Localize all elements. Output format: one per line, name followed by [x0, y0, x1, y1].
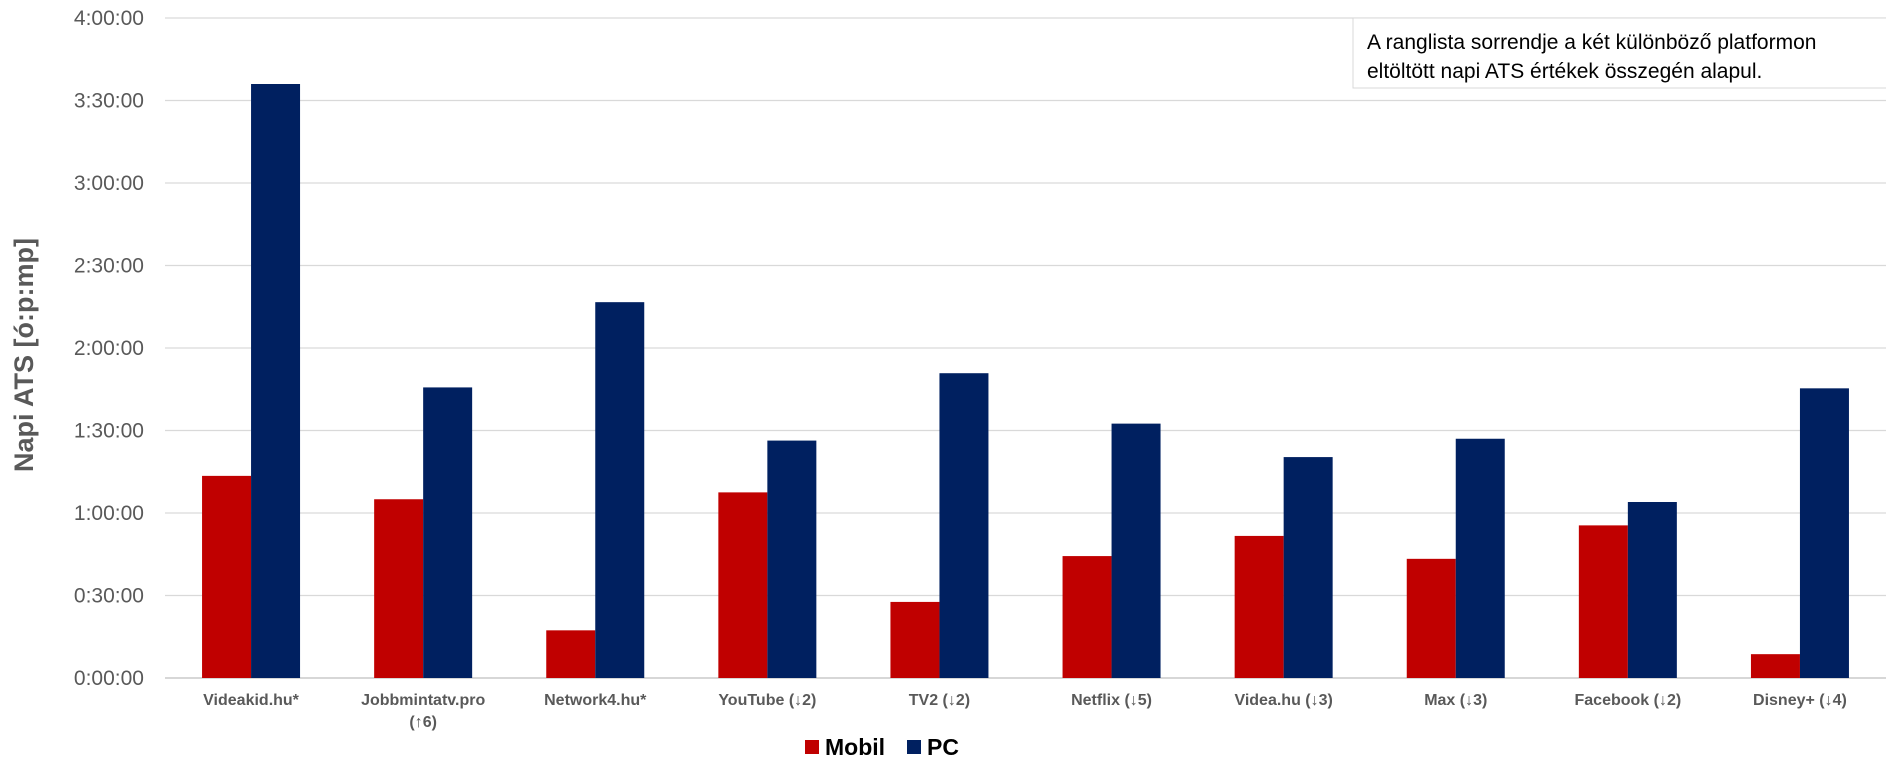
- annotation-line-1: A ranglista sorrendje a két különböző pl…: [1367, 31, 1816, 54]
- y-tick-label: 3:00:00: [74, 172, 144, 195]
- y-axis-ticks: 0:00:00 0:30:00 1:00:00 1:30:00 2:00:00 2:30:…: [74, 7, 144, 690]
- bar-mobil: [1750, 654, 1800, 678]
- y-tick-label: 4:00:00: [74, 7, 144, 30]
- legend-label-pc: PC: [927, 734, 959, 757]
- bar-pc: [595, 302, 645, 678]
- x-tick-label: Network4.hu*: [544, 692, 647, 709]
- bar-mobil: [890, 601, 940, 678]
- bar-mobil: [1578, 525, 1628, 678]
- bar-pc: [423, 387, 473, 678]
- bar-pc: [1799, 388, 1849, 678]
- y-tick-label: 1:00:00: [74, 502, 144, 525]
- bar-mobil: [546, 630, 596, 678]
- y-tick-label: 0:00:00: [74, 667, 144, 690]
- bar-mobil: [1406, 558, 1456, 678]
- annotation-line-2: eltöltött napi ATS értékek összegén alap…: [1367, 60, 1762, 83]
- x-tick-label: Netflix (↓5): [1071, 692, 1152, 709]
- y-tick-label: 2:30:00: [74, 255, 144, 278]
- annotation-frame: [1352, 17, 1886, 89]
- y-tick-label: 0:30:00: [74, 585, 144, 608]
- legend-swatch-pc: [907, 740, 921, 754]
- bar-mobil: [1234, 535, 1284, 678]
- bar-pc: [251, 84, 301, 678]
- y-axis-label: Napi ATS [ó:p:mp]: [9, 238, 39, 472]
- bar-pc: [1283, 457, 1333, 678]
- legend: Mobil PC: [805, 734, 959, 757]
- x-tick-label: Videakid.hu*: [203, 692, 300, 709]
- x-tick-label: Max (↓3): [1424, 692, 1487, 709]
- bar-pc: [1111, 423, 1161, 678]
- x-tick-label: (↑6): [409, 714, 437, 731]
- x-tick-label: Facebook (↓2): [1575, 692, 1682, 709]
- x-tick-label: YouTube (↓2): [718, 692, 816, 709]
- bar-mobil: [374, 499, 424, 678]
- bars: [202, 84, 1849, 678]
- bar-mobil: [202, 475, 252, 678]
- x-tick-label: Disney+ (↓4): [1753, 692, 1847, 709]
- annotation-box: A ranglista sorrendje a két különböző pl…: [1352, 17, 1886, 89]
- y-tick-label: 3:30:00: [74, 90, 144, 113]
- bar-pc: [1627, 502, 1677, 678]
- legend-swatch-mobil: [805, 740, 819, 754]
- bar-mobil: [1062, 556, 1112, 678]
- bar-pc: [767, 440, 817, 678]
- x-tick-label: Videa.hu (↓3): [1234, 692, 1332, 709]
- y-tick-label: 1:30:00: [74, 420, 144, 443]
- bar-pc: [1455, 438, 1505, 678]
- bar-pc: [939, 373, 989, 678]
- bar-mobil: [718, 492, 768, 678]
- x-axis-labels: Videakid.hu* Jobbmintatv.pro (↑6) Network4.…: [203, 692, 1847, 731]
- x-tick-label: TV2 (↓2): [909, 692, 970, 709]
- y-tick-label: 2:00:00: [74, 337, 144, 360]
- legend-label-mobil: Mobil: [825, 734, 885, 757]
- x-tick-label: Jobbmintatv.pro: [361, 692, 485, 709]
